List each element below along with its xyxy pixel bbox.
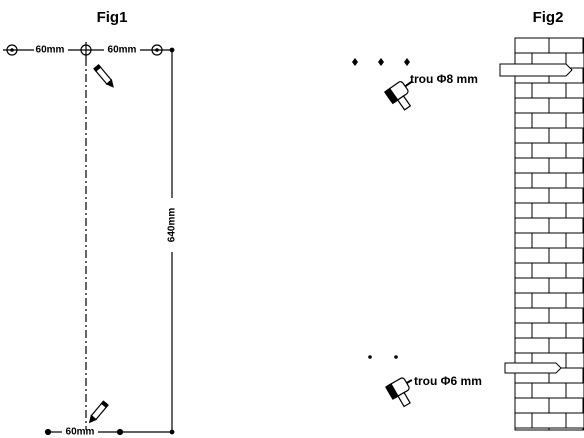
pencil-icon	[93, 64, 114, 88]
brick	[531, 112, 567, 129]
brick	[514, 157, 550, 174]
fig2-title: Fig2	[533, 9, 564, 26]
brick	[548, 187, 584, 204]
brick	[531, 412, 567, 429]
brick	[531, 142, 567, 159]
brick	[531, 232, 567, 249]
brick	[514, 232, 533, 249]
brick	[514, 382, 533, 399]
brick	[565, 52, 584, 69]
brick	[514, 262, 533, 279]
brick	[565, 232, 584, 249]
brick	[531, 382, 567, 399]
brick	[514, 412, 533, 429]
wall-plug	[499, 63, 573, 374]
brick	[565, 112, 584, 129]
hole-label: trou Φ8 mm	[410, 72, 478, 86]
brick	[548, 307, 584, 324]
brick	[514, 37, 550, 54]
brick	[548, 277, 584, 294]
brick	[565, 322, 584, 339]
brick	[565, 172, 584, 189]
mark-circle	[151, 44, 163, 56]
brick	[514, 142, 533, 159]
fig1-drawing	[3, 42, 175, 436]
brick	[514, 397, 550, 414]
brick	[565, 262, 584, 279]
brick	[565, 382, 584, 399]
brick	[514, 322, 533, 339]
brick	[531, 202, 567, 219]
brick	[548, 217, 584, 234]
brick	[548, 37, 584, 54]
dimension-label: 640mm	[167, 208, 178, 243]
brick-wall	[514, 37, 584, 431]
brick	[531, 292, 567, 309]
fig1-title: Fig1	[97, 9, 128, 26]
brick	[531, 172, 567, 189]
hole-label: trou Φ6 mm	[414, 374, 482, 388]
brick	[514, 217, 550, 234]
hole-marks	[352, 58, 410, 359]
brick	[548, 157, 584, 174]
brick	[565, 202, 584, 219]
brick	[514, 112, 533, 129]
brick	[514, 292, 533, 309]
brick	[514, 187, 550, 204]
dimension-label: 60mm	[108, 45, 137, 56]
brick	[565, 412, 584, 429]
brick	[514, 127, 550, 144]
brick	[514, 277, 550, 294]
dimension-label: 60mm	[66, 427, 95, 438]
brick	[548, 427, 584, 431]
brick	[514, 337, 550, 354]
brick	[565, 82, 584, 99]
drill-icon	[385, 377, 413, 408]
brick	[565, 292, 584, 309]
brick	[514, 427, 550, 431]
drill-icon	[383, 80, 413, 111]
brick	[514, 97, 550, 114]
brick	[548, 127, 584, 144]
brick	[531, 262, 567, 279]
brick	[514, 202, 533, 219]
brick	[548, 97, 584, 114]
brick	[531, 322, 567, 339]
brick	[548, 247, 584, 264]
brick	[514, 307, 550, 324]
pencil-icon	[88, 400, 109, 424]
brick	[514, 247, 550, 264]
dimension-label: 60mm	[36, 45, 65, 56]
brick	[548, 397, 584, 414]
brick	[565, 142, 584, 159]
brick	[514, 82, 533, 99]
brick	[514, 172, 533, 189]
brick	[548, 337, 584, 354]
brick	[565, 352, 584, 369]
brick	[531, 82, 567, 99]
